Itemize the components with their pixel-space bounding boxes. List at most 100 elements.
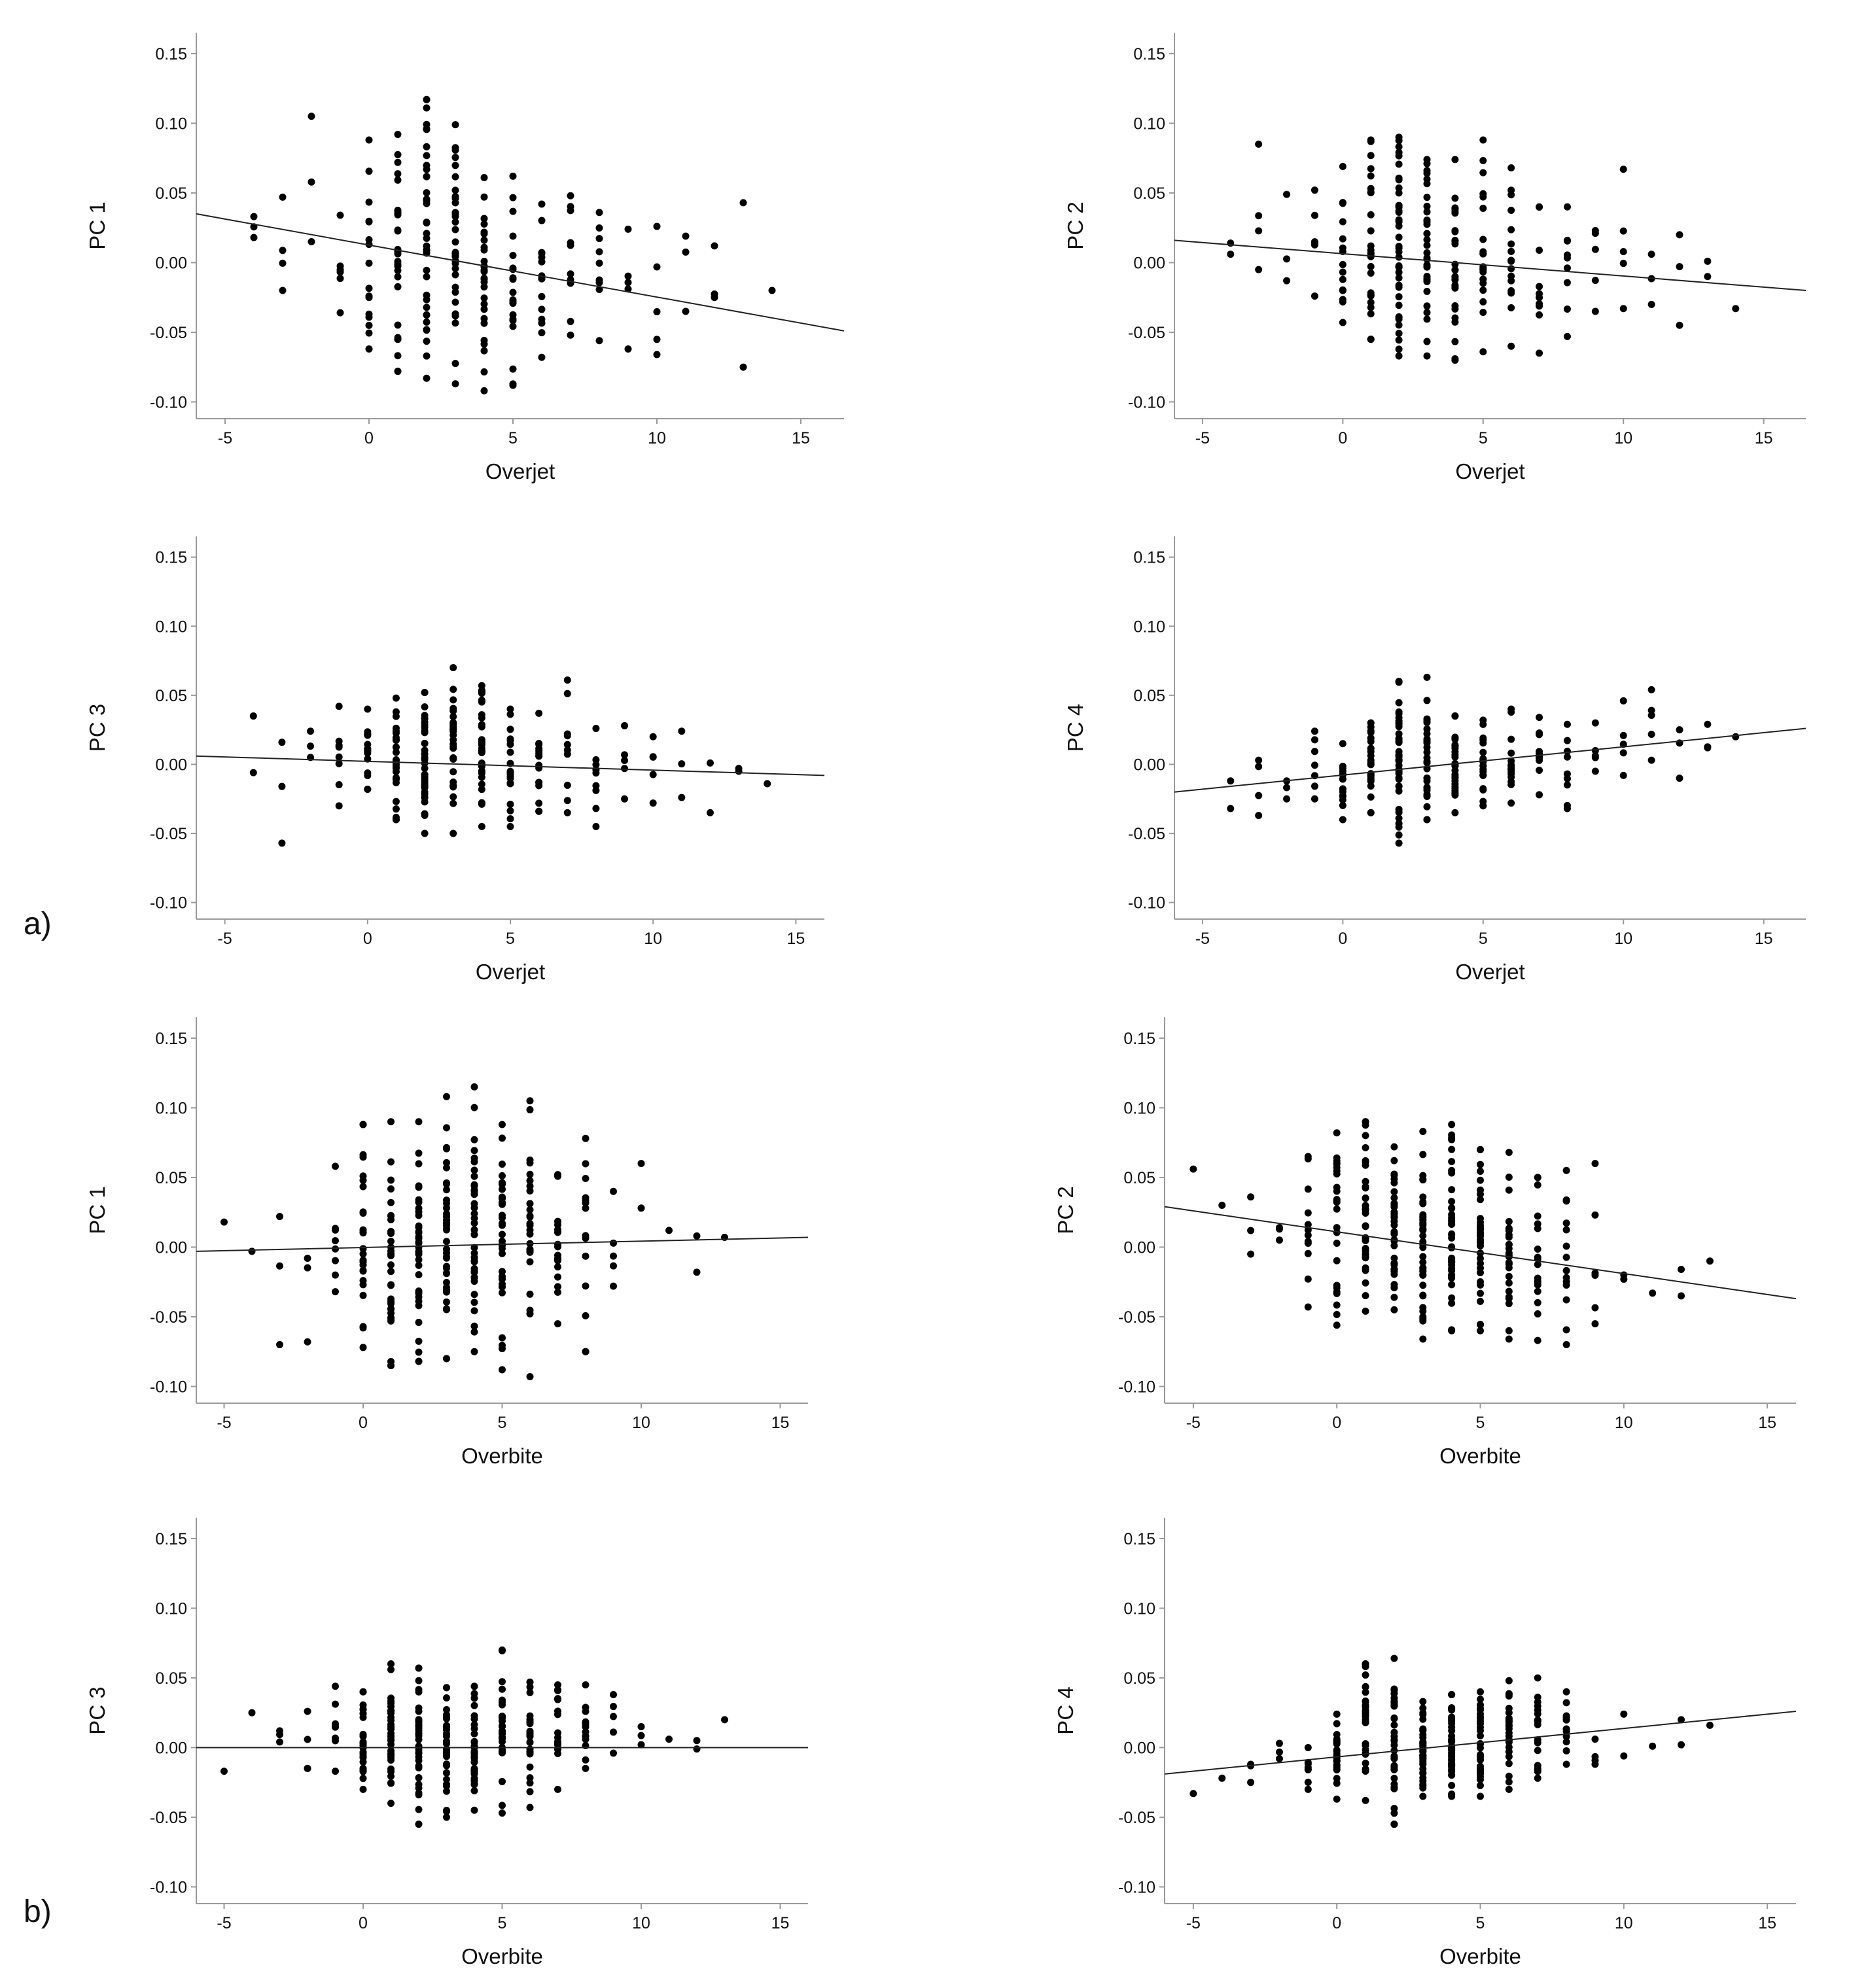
scatter-point (1423, 309, 1431, 317)
scatter-point (1507, 304, 1515, 311)
scatter-point (1395, 243, 1403, 251)
scatter-point (499, 1212, 506, 1219)
scatter-point (1562, 1219, 1570, 1227)
scatter-point (421, 703, 429, 711)
scatter-point (1647, 731, 1655, 739)
scatter-point (365, 329, 373, 337)
y-tick-label: -0.05 (150, 825, 187, 843)
scatter-point (535, 807, 543, 815)
scatter-point (470, 1701, 478, 1709)
scatter-point (1419, 1307, 1427, 1315)
scatter-point (1339, 260, 1347, 268)
scatter-point (506, 823, 514, 831)
scatter-point (506, 807, 514, 815)
scatter-point (451, 380, 459, 388)
scatter-point (1423, 816, 1431, 824)
scatter-point (451, 226, 459, 234)
scatter-point (499, 1172, 506, 1179)
scatter-point (1534, 1299, 1541, 1306)
scatter-point (1275, 1224, 1283, 1232)
scatter-point (1333, 1257, 1341, 1264)
scatter-point (1507, 257, 1515, 265)
scatter-point (1591, 1160, 1599, 1168)
scatter-point (470, 1322, 478, 1330)
scatter-point (610, 1713, 617, 1720)
scatter-point (1395, 699, 1403, 706)
scatter-point (1419, 1291, 1427, 1299)
y-tick-label: 0.05 (1123, 1169, 1155, 1187)
x-tick-label: -5 (1195, 930, 1210, 948)
scatter-point (1448, 1145, 1456, 1153)
scatter-point (1227, 251, 1235, 258)
scatter-point (423, 126, 431, 133)
scatter-point (451, 194, 459, 202)
scatter-point (624, 272, 632, 280)
scatter-point (526, 1246, 534, 1253)
scatter-point (470, 1172, 478, 1180)
scatter-point (359, 1258, 367, 1266)
x-tick-label: 5 (1479, 930, 1488, 948)
y-axis-title: PC 1 (85, 201, 109, 249)
scatter-point (1448, 1281, 1456, 1289)
scatter-point (1423, 288, 1431, 296)
scatter-point (1448, 1198, 1456, 1206)
scatter-point (1333, 1710, 1341, 1718)
scatter-point (1419, 1198, 1427, 1206)
scatter-point (1507, 780, 1515, 788)
scatter-point (1304, 1785, 1312, 1793)
scatter-point (1704, 257, 1712, 265)
x-tick-label: 15 (771, 1914, 790, 1932)
scatter-point (1647, 686, 1655, 693)
scatter-point (526, 1678, 534, 1686)
x-tick-label: 0 (1338, 429, 1347, 447)
scatter-point (1367, 242, 1375, 250)
scatter-point (1536, 300, 1543, 307)
scatter-point (1333, 1183, 1341, 1191)
scatter-point (359, 1754, 367, 1762)
scatter-point (1333, 1301, 1341, 1309)
scatter-point (387, 1765, 395, 1773)
scatter-point (470, 1770, 478, 1777)
scatter-point (554, 1320, 561, 1328)
scatter-point (387, 1698, 395, 1705)
scatter-point (624, 345, 632, 353)
scatter-point (423, 311, 431, 319)
scatter-point (526, 1106, 534, 1113)
fit-line (196, 1236, 809, 1252)
scatter-point (1479, 765, 1487, 773)
y-tick-label: 0.10 (1133, 114, 1165, 133)
scatter-point (1477, 1688, 1484, 1696)
x-tick-label: -5 (1195, 429, 1210, 447)
scatter-point (443, 1355, 450, 1363)
scatter-point (415, 1289, 423, 1297)
scatter-point (1390, 1217, 1398, 1225)
scatter-point (1362, 1716, 1369, 1724)
scatter-point (415, 1183, 423, 1191)
scatter-point (1451, 283, 1459, 291)
scatter-point (470, 1348, 478, 1355)
scatter-point (480, 220, 488, 228)
scatter-point (421, 765, 429, 773)
y-tick-label: 0.10 (1133, 618, 1165, 636)
scatter-point (1706, 1721, 1714, 1729)
scatter-point (1451, 266, 1459, 274)
scatter-point (415, 1248, 423, 1256)
scatter-point (1647, 300, 1655, 308)
scatter-point (470, 1781, 478, 1788)
scatter-point (1362, 1266, 1369, 1274)
scatter-point (470, 1328, 478, 1336)
scatter-point (1448, 1294, 1456, 1302)
scatter-point (526, 1716, 534, 1724)
y-tick-label: 0.15 (155, 1530, 187, 1548)
scatter-point (1395, 262, 1403, 270)
scatter-point (480, 340, 488, 348)
scatter-point (365, 285, 373, 292)
scatter-point (1676, 263, 1683, 271)
scatter-point (1333, 1779, 1341, 1787)
scatter-point (538, 305, 546, 313)
scatter-point (451, 209, 459, 217)
scatter-point (1390, 1654, 1398, 1662)
scatter-point (415, 1784, 423, 1792)
scatter-point (1563, 753, 1571, 761)
scatter-point (1477, 1289, 1484, 1297)
